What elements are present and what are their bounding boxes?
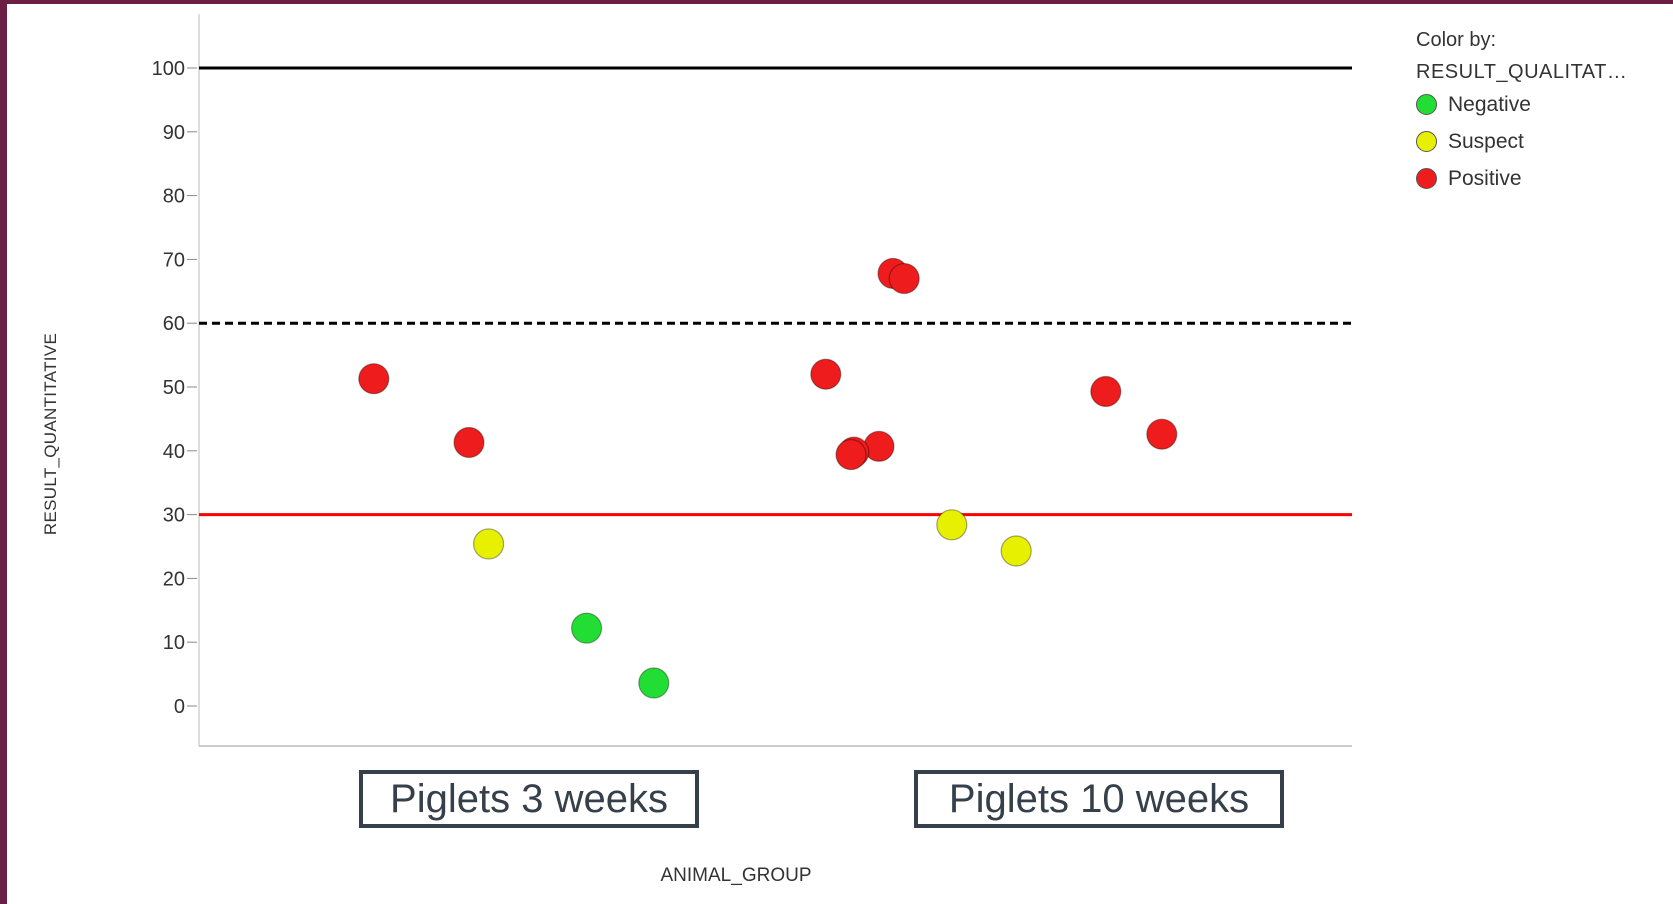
y-tick-label: 60	[163, 313, 185, 335]
y-tick-label: 30	[163, 505, 185, 527]
data-point-negative[interactable]	[638, 667, 670, 699]
data-point-positive[interactable]	[453, 426, 485, 459]
y-tick-label: 70	[163, 249, 185, 271]
legend-swatch-negative	[1416, 94, 1437, 115]
data-points	[358, 257, 1178, 699]
legend-swatch-positive	[1416, 168, 1437, 189]
data-point-positive[interactable]	[1090, 375, 1122, 408]
category-label-text: Piglets 10 weeks	[948, 776, 1250, 821]
y-tick-label: 0	[174, 696, 185, 718]
data-point-positive[interactable]	[810, 358, 842, 390]
category-label-piglets-3-weeks: Piglets 3 weeks	[359, 770, 699, 828]
y-tick-label: 40	[163, 441, 185, 463]
data-point-suspect[interactable]	[936, 509, 968, 541]
legend-item-positive[interactable]: Positive	[1416, 160, 1666, 197]
y-axis-ticks: 0 10 20 30 40 50 60 70 80 90 100	[152, 14, 200, 746]
y-axis-label: RESULT_QUANTITATIVE	[41, 332, 60, 536]
data-point-negative[interactable]	[570, 612, 603, 644]
y-tick-label: 100	[152, 58, 185, 80]
data-point-positive[interactable]	[1146, 418, 1178, 450]
legend-field[interactable]: RESULT_QUALITAT…	[1416, 61, 1628, 83]
data-point-suspect[interactable]	[473, 528, 505, 560]
y-tick-label: 50	[163, 377, 185, 399]
legend-item-negative[interactable]: Negative	[1416, 86, 1666, 123]
legend-title: Color by:	[1416, 29, 1497, 51]
reference-lines	[199, 66, 1352, 517]
legend: Color by: RESULT_QUALITAT… Negative Susp…	[1416, 26, 1666, 197]
legend-label: Positive	[1448, 166, 1522, 190]
y-tick-label: 90	[163, 122, 185, 144]
data-point-suspect[interactable]	[1000, 535, 1032, 567]
legend-item-suspect[interactable]: Suspect	[1416, 123, 1666, 160]
data-point-positive[interactable]	[835, 439, 867, 471]
y-tick-label: 20	[163, 568, 185, 590]
category-label-text: Piglets 3 weeks	[390, 776, 668, 821]
legend-label: Negative	[1448, 92, 1531, 116]
y-tick-label: 80	[163, 186, 185, 208]
y-tick-label: 10	[163, 632, 185, 654]
legend-swatch-suspect	[1416, 131, 1437, 152]
category-label-piglets-10-weeks: Piglets 10 weeks	[914, 770, 1284, 828]
data-point-positive[interactable]	[888, 262, 920, 295]
x-axis-label: ANIMAL_GROUP	[660, 865, 812, 886]
scatter-plot: 0 10 20 30 40 50 60 70 80 90 100	[152, 14, 1352, 747]
legend-label: Suspect	[1448, 129, 1524, 153]
chart-canvas: 0 10 20 30 40 50 60 70 80 90 100 RESULT_QUANTITATI…	[7, 4, 1673, 904]
data-point-positive[interactable]	[358, 363, 390, 395]
